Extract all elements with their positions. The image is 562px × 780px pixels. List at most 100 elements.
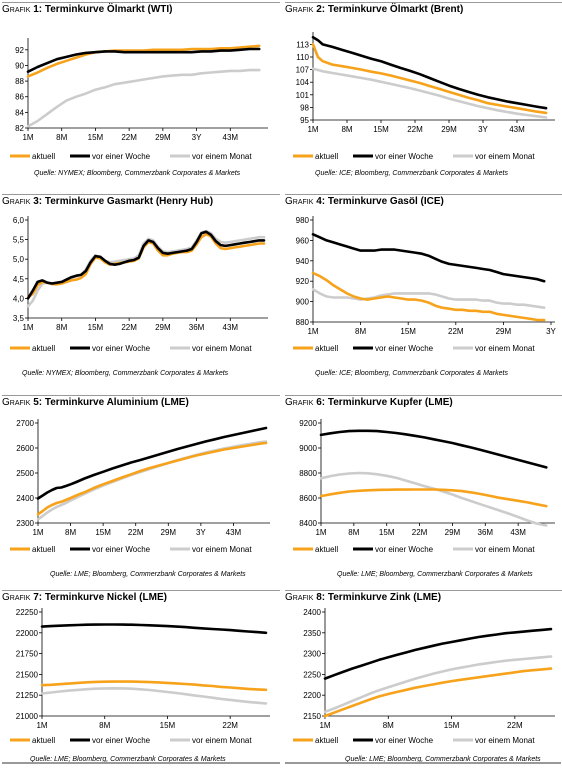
- bottom-rule-left: [2, 762, 280, 764]
- x-tick-label: 1M: [36, 721, 47, 730]
- chart-title: Grafik 1: Terminkurve Ölmarkt (WTI): [2, 2, 280, 17]
- source-prefix: Quelle:: [30, 756, 55, 763]
- title-number: 1: [33, 4, 39, 15]
- y-tick-label: 8800: [299, 469, 317, 478]
- y-tick-label: 86: [15, 93, 24, 102]
- chart-svg-8: 2150 2200 2250 2300 2350 2400 1M 8M 15M 22M aktuel…: [293, 608, 555, 745]
- series-line-aktuell: [36, 441, 268, 516]
- chart-title: Grafik 5: Terminkurve Aluminium (LME): [2, 395, 280, 410]
- x-tick-label: 1M: [32, 528, 43, 537]
- series-line-vor-einem-monat: [323, 655, 553, 714]
- x-tick-label: 43M: [509, 125, 525, 134]
- chart-panel-4: Grafik 4: Terminkurve Gasöl (ICE) 880 900…: [285, 194, 562, 384]
- x-tick-label: 3Y: [478, 125, 488, 134]
- y-tick-label: 2200: [303, 691, 321, 700]
- y-tick-label: 110: [296, 53, 309, 62]
- chart-panel-3: Grafik 3: Terminkurve Gasmarkt (Henry Hu…: [2, 194, 280, 384]
- y-tick-label: 22250: [16, 608, 39, 617]
- legend-label-vor-einer-woche: vor einer Woche: [92, 545, 151, 554]
- title-number: 3: [33, 196, 39, 207]
- chart-title: Grafik 4: Terminkurve Gasöl (ICE): [285, 194, 562, 209]
- source-prefix: Quelle:: [22, 370, 47, 377]
- series-line-vor-einem-monat: [36, 440, 268, 521]
- legend-label-vor-einem-monat: vor einem Monat: [475, 545, 535, 554]
- y-tick-label: 2400: [16, 494, 34, 503]
- series-line-aktuell: [319, 488, 548, 508]
- title-prefix: Grafik: [2, 592, 31, 603]
- x-tick-label: 8M: [56, 323, 67, 332]
- chart-panel-5: Grafik 5: Terminkurve Aluminium (LME) 23…: [2, 395, 280, 585]
- title-main: Terminkurve Ölmarkt (Brent): [327, 4, 464, 15]
- source-text: LME; Bloomberg, Commerzbank Corporates &…: [369, 756, 541, 763]
- title-number: 7: [33, 592, 39, 603]
- y-tick-label: 82: [15, 124, 24, 133]
- x-tick-label: 29M: [445, 528, 461, 537]
- legend-label-vor-einer-woche: vor einer Woche: [92, 344, 151, 353]
- y-tick-label: 2350: [303, 629, 321, 638]
- y-tick-label: 21000: [16, 712, 39, 721]
- bottom-rule-right: [285, 762, 561, 764]
- x-tick-label: 22M: [507, 721, 523, 730]
- series-line-vor-einer-woche: [36, 426, 268, 500]
- y-tick-label: 920: [296, 277, 310, 286]
- title-main: Terminkurve Gasöl (ICE): [327, 196, 444, 207]
- title-prefix: Grafik: [2, 4, 31, 15]
- chart-panel-6: Grafik 6: Terminkurve Kupfer (LME) 8400 8…: [285, 395, 562, 585]
- x-tick-label: 8M: [99, 721, 110, 730]
- series-line-vor-einer-woche: [26, 230, 266, 300]
- source-prefix: Quelle:: [345, 756, 370, 763]
- title-separator: :: [321, 592, 326, 603]
- source-prefix: Quelle:: [50, 571, 75, 578]
- legend-label-aktuell: aktuell: [32, 545, 55, 554]
- x-tick-label: 1M: [22, 323, 33, 332]
- title-main: Terminkurve Zink (LME): [327, 592, 442, 603]
- x-tick-label: 1M: [307, 327, 318, 336]
- x-tick-label: 43M: [226, 528, 242, 537]
- series-line-aktuell: [323, 667, 553, 718]
- source-text: ICE; Bloomberg, Commerzbank Corporates &…: [339, 170, 508, 177]
- source-prefix: Quelle:: [315, 370, 340, 377]
- title-main: Terminkurve Aluminium (LME): [44, 397, 189, 408]
- series-line-aktuell: [26, 44, 261, 78]
- x-tick-label: 3Y: [196, 528, 206, 537]
- series-line-vor-einem-monat: [26, 68, 261, 128]
- source-text: LME; Bloomberg, Commerzbank Corporates &…: [54, 756, 226, 763]
- y-tick-label: 95: [300, 116, 309, 125]
- x-tick-label: 8M: [383, 721, 394, 730]
- series-line-vor-einem-monat: [40, 687, 268, 705]
- title-number: 6: [316, 397, 322, 408]
- legend-label-vor-einem-monat: vor einem Monat: [475, 344, 535, 353]
- series-line-aktuell: [311, 43, 548, 115]
- legend-label-vor-einem-monat: vor einem Monat: [475, 736, 535, 745]
- source-text: NYMEX; Bloomberg, Commerzbank Corporates…: [58, 170, 241, 177]
- series-line-vor-einem-monat: [311, 67, 548, 119]
- y-tick-label: 940: [296, 257, 310, 266]
- x-tick-label: 43M: [223, 133, 239, 142]
- title-prefix: Grafik: [285, 4, 314, 15]
- chart-svg-7: 21000 21250 21500 21750 22000 22250 1M 8M 15M 22M…: [10, 608, 270, 745]
- chart-svg-4: 880 900 920 940 960 980 1M 8M 15M 22M 29M 3Y aktuell…: [293, 216, 557, 353]
- title-main: Terminkurve Kupfer (LME): [327, 397, 453, 408]
- y-tick-label: 2700: [16, 419, 34, 428]
- y-tick-label: 21750: [16, 650, 39, 659]
- x-tick-label: 22M: [222, 721, 238, 730]
- chart-title: Grafik 6: Terminkurve Kupfer (LME): [285, 395, 562, 410]
- y-tick-label: 5,5: [13, 236, 25, 245]
- title-separator: :: [321, 196, 326, 207]
- title-separator: :: [321, 4, 326, 15]
- legend-label-aktuell: aktuell: [32, 736, 55, 745]
- legend-label-aktuell: aktuell: [32, 344, 55, 353]
- chart-title: Grafik 7: Terminkurve Nickel (LME): [2, 590, 280, 605]
- legend-label-vor-einem-monat: vor einem Monat: [192, 152, 252, 161]
- chart-source: Quelle: LME; Bloomberg, Commerzbank Corp…: [345, 756, 541, 763]
- x-tick-label: 22M: [128, 528, 144, 537]
- x-tick-label: 29M: [161, 528, 177, 537]
- title-main: Terminkurve Gasmarkt (Henry Hub): [44, 196, 214, 207]
- x-tick-label: 8M: [355, 327, 366, 336]
- y-tick-label: 2300: [303, 650, 321, 659]
- chart-source: Quelle: NYMEX; Bloomberg, Commerzbank Co…: [34, 170, 240, 177]
- legend-label-aktuell: aktuell: [315, 344, 338, 353]
- title-number: 4: [316, 196, 322, 207]
- source-text: LME; Bloomberg, Commerzbank Corporates &…: [74, 571, 246, 578]
- x-tick-label: 29M: [496, 327, 512, 336]
